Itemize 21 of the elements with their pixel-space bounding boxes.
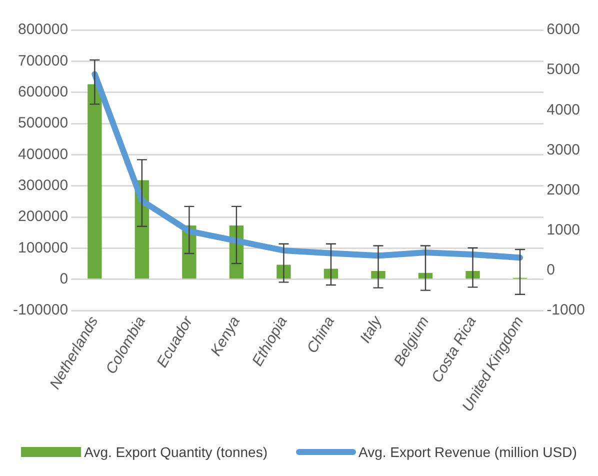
y-tick-label: -100000 [12,302,68,319]
y-tick-label: 800000 [18,21,68,38]
y2-tick-label: -1000 [546,302,586,319]
y-tick-label: 0 [60,270,68,288]
legend-label: Avg. Export Quantity (tonnes) [84,444,268,460]
y-tick-label: 200000 [18,208,68,226]
y-tick-label: 100000 [18,239,68,256]
y-tick-label: 600000 [18,83,68,100]
y2-tick-label: 2000 [546,181,580,198]
y2-tick-label: 1000 [546,222,580,239]
bar [88,84,102,279]
y2-tick-label: 4000 [546,101,580,118]
legend-label: Avg. Export Revenue (million USD) [358,444,577,460]
y2-tick-label: 0 [546,262,555,279]
y-tick-label: 300000 [18,177,68,194]
y-tick-label: 500000 [18,114,68,132]
y2-tick-label: 5000 [546,61,580,78]
y-tick-label: 700000 [18,52,68,70]
y-tick-label: 400000 [18,146,68,163]
y2-tick-label: 3000 [546,141,580,158]
y2-tick-label: 6000 [546,21,580,38]
